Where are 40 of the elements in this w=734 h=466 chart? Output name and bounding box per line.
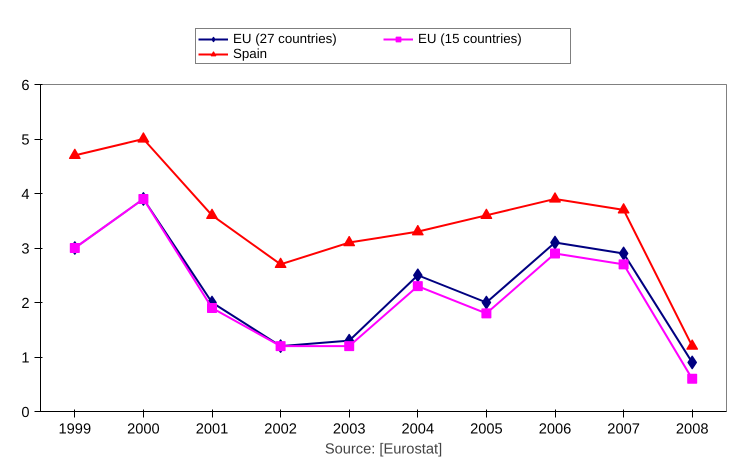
point — [206, 208, 218, 219]
point — [482, 296, 492, 310]
point — [618, 203, 630, 214]
x-tick-label: 2006 — [538, 422, 572, 438]
y-tick-label: 6 — [21, 78, 30, 94]
point — [480, 208, 492, 219]
point — [481, 308, 492, 318]
y-tick-label: 3 — [21, 242, 30, 258]
point — [412, 268, 423, 282]
point — [344, 341, 354, 352]
x-tick-label: 2004 — [402, 422, 434, 438]
legend-label: EU (15 countries) — [418, 31, 523, 46]
x-tick-label: 2007 — [607, 422, 640, 438]
point — [412, 224, 424, 236]
x-tick-label: 2002 — [264, 422, 297, 438]
point — [549, 192, 561, 203]
point — [550, 248, 560, 258]
point — [343, 236, 356, 246]
point — [412, 281, 423, 292]
x-tick-label: 2003 — [332, 422, 366, 438]
x-tick-label: 1999 — [58, 422, 92, 438]
y-tick-label: 0 — [21, 405, 30, 421]
x-tick-label: 2008 — [676, 422, 709, 438]
x-tick-label: 2001 — [196, 422, 228, 438]
y-tick-label: 1 — [21, 350, 30, 366]
source-note: Source: [Eurostat] — [324, 442, 442, 458]
y-tick-label: 2 — [21, 296, 30, 312]
x-tick-label: 2005 — [470, 422, 503, 438]
point — [207, 302, 217, 313]
point — [274, 258, 287, 268]
y-tick-label: 5 — [21, 132, 30, 148]
point — [68, 148, 81, 160]
point — [137, 132, 150, 143]
point — [687, 355, 698, 370]
point — [618, 259, 629, 270]
point — [687, 374, 698, 384]
legend-label: Spain — [233, 46, 268, 61]
x-tick-label: 2000 — [127, 422, 160, 438]
y-tick-label: 4 — [21, 187, 30, 203]
legend-label: EU (27 countries) — [233, 31, 338, 46]
